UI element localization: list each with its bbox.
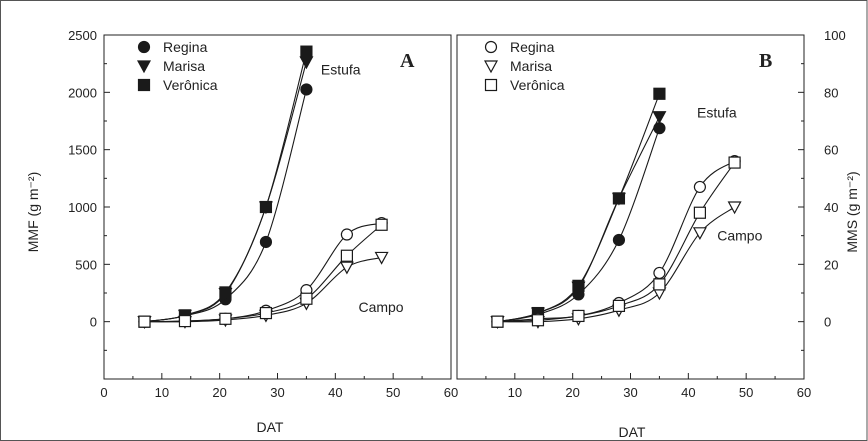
- panel-a-y-axis-label: MMF (g m⁻²): [25, 172, 41, 252]
- panel-b-legend-marker-marisa: [483, 60, 499, 74]
- panel-b-campo-veronica-point: [693, 206, 707, 219]
- panel-b-campo-veronica-point: [572, 309, 585, 323]
- panel-b-campo-veronica-point: [612, 299, 626, 312]
- panel-a-y-tick-label: 2000: [68, 85, 97, 100]
- panel-b-campo-veronica-point: [491, 315, 504, 328]
- panel-a-legend: Regina Marisa Verônica: [136, 39, 218, 93]
- panel-b-estufa-veronica-line: [497, 93, 660, 323]
- panel-a-y-tick-label: 2500: [68, 28, 97, 43]
- panel-b-letter: B: [759, 50, 772, 72]
- panel-a-campo-regina-point: [340, 228, 353, 241]
- panel-b-y-tick-label: 20: [824, 257, 838, 272]
- panel-a-estufa-veronica-point: [259, 200, 273, 214]
- panel-b-estufa-marisa-point: [652, 111, 667, 124]
- panel-b-legend: Regina Marisa Verônica: [483, 39, 565, 93]
- panel-a-frame: [103, 34, 452, 380]
- panel-a-campo-veronica-point: [178, 314, 192, 328]
- panel-a-legend-label-marisa: Marisa: [163, 58, 205, 74]
- panel-b-y-tick-label: 0: [824, 315, 831, 330]
- panel-a-x-tick-label: 40: [328, 385, 342, 400]
- panel-a-campo-veronica-point: [138, 315, 151, 328]
- panel-a-x-tick-label: 0: [100, 385, 107, 400]
- panel-b-legend-label-veronica: Verônica: [510, 77, 565, 93]
- panel-a: 0 500 1000 1500 2000 2500 0 10 20 30 40 50 60 Estufa…: [25, 28, 458, 435]
- panel-a-campo-veronica-point: [300, 292, 313, 305]
- panel-b-campo-veronica-point: [728, 156, 741, 169]
- panel-a-y-tick-label: 0: [90, 315, 97, 330]
- panel-a-x-tick-label: 20: [212, 385, 226, 400]
- panel-a-campo-veronica-point: [219, 312, 232, 325]
- panel-b-campo-marisa-point: [727, 201, 742, 215]
- panel-a-campo-marisa-point: [339, 261, 354, 275]
- panel-a-legend-label-veronica: Verônica: [163, 77, 218, 93]
- panel-b-legend-label-regina: Regina: [510, 39, 555, 55]
- panel-b-x-tick-label: 30: [623, 385, 637, 400]
- panel-a-campo-veronica-point: [340, 249, 353, 262]
- panel-b-x-tick-label: 40: [681, 385, 695, 400]
- panel-a-annotation-campo: Campo: [358, 299, 403, 315]
- panel-b-y-tick-label: 80: [824, 85, 838, 100]
- panel-b-legend-marker-veronica: [484, 78, 498, 92]
- panel-b: 0 20 40 60 80 100 10 20 30 40 50 60 Estufa Campo Reg…: [456, 28, 860, 440]
- panel-b-estufa-veronica-point: [612, 192, 626, 205]
- panel-b-estufa-regina-point: [612, 233, 626, 247]
- panel-b-campo-regina-point: [653, 266, 666, 280]
- panel-b-campo-veronica-point: [653, 278, 666, 291]
- panel-b-annotation-campo: Campo: [717, 228, 762, 244]
- panel-a-x-tick-label: 50: [386, 385, 400, 400]
- panel-b-estufa-veronica-point: [572, 279, 585, 292]
- panel-b-campo-veronica-point: [531, 314, 545, 327]
- panel-b-x-axis-label: DAT: [619, 424, 646, 440]
- panel-a-legend-label-regina: Regina: [163, 39, 208, 55]
- panel-a-x-axis-label: DAT: [257, 419, 284, 435]
- panel-b-axes: 0 20 40 60 80 100 10 20 30 40 50 60: [456, 28, 846, 400]
- panel-a-legend-marker-marisa: [136, 60, 152, 74]
- panel-b-estufa-veronica-point: [653, 87, 666, 100]
- panel-a-x-tick-label: 10: [155, 385, 169, 400]
- panel-a-annotation-estufa: Estufa: [321, 61, 361, 77]
- panel-b-y-tick-label: 40: [824, 200, 838, 215]
- panel-a-estufa-veronica-point: [300, 45, 313, 58]
- panel-b-campo-regina-point: [693, 180, 707, 194]
- panel-a-x-tick-label: 60: [444, 385, 458, 400]
- panel-b-legend-marker-regina: [484, 40, 498, 54]
- panel-a-campo-marisa-point: [374, 251, 389, 265]
- panel-b-annotation-estufa: Estufa: [697, 104, 737, 120]
- panel-b-campo-marisa-point: [692, 227, 707, 241]
- panel-b-x-tick-label: 20: [565, 385, 579, 400]
- panel-b-estufa-regina-point: [653, 122, 666, 135]
- panel-a-estufa-regina-point: [259, 235, 273, 249]
- panel-b-x-tick-label: 60: [797, 385, 811, 400]
- panel-a-y-tick-label: 1500: [68, 143, 97, 158]
- panel-b-y-axis-label: MMS (g m⁻²): [844, 171, 860, 252]
- panel-a-estufa-veronica-point: [219, 286, 232, 299]
- panel-a-estufa-marisa-line: [144, 61, 307, 323]
- panel-a-x-tick-label: 30: [270, 385, 284, 400]
- panel-a-y-tick-label: 1000: [68, 200, 97, 215]
- panel-a-legend-marker-veronica: [137, 78, 151, 92]
- panel-b-x-tick-label: 10: [508, 385, 522, 400]
- panel-b-y-tick-label: 100: [824, 28, 846, 43]
- panel-a-axes: 0 500 1000 1500 2000 2500 0 10 20 30 40 50 60: [68, 28, 458, 400]
- panel-a-markers: Estufa Campo: [137, 45, 404, 329]
- panel-a-estufa-regina-point: [300, 83, 313, 96]
- panel-a-letter: A: [400, 50, 415, 72]
- panel-a-campo-veronica-point: [375, 218, 388, 231]
- panel-b-y-tick-label: 60: [824, 143, 838, 158]
- panel-b-legend-label-marisa: Marisa: [510, 58, 552, 74]
- panel-b-markers: Estufa Campo: [490, 87, 763, 329]
- panel-a-campo-veronica-point: [259, 306, 273, 320]
- panel-a-legend-marker-regina: [137, 40, 151, 54]
- panel-b-x-tick-label: 50: [739, 385, 753, 400]
- panel-a-y-tick-label: 500: [75, 257, 97, 272]
